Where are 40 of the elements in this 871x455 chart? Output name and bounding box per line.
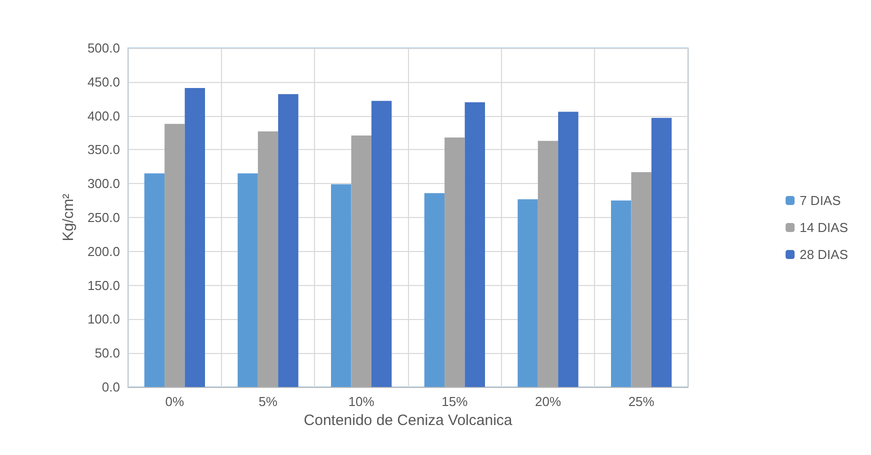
- bar: [351, 135, 372, 387]
- bar: [144, 173, 165, 387]
- x-tick-label: 0%: [165, 394, 184, 409]
- y-tick-label: 200.0: [87, 244, 120, 259]
- y-tick-label: 500.0: [87, 40, 120, 56]
- y-tick-label: 150.0: [87, 278, 120, 293]
- bar: [278, 94, 298, 387]
- bar: [444, 137, 465, 387]
- bar: [238, 173, 258, 387]
- y-tick-label: 300.0: [87, 176, 120, 192]
- y-tick-label: 250.0: [87, 210, 120, 225]
- bar: [164, 124, 185, 387]
- y-tick-label: 400.0: [87, 108, 120, 124]
- x-axis-title: Contenido de Ceniza Volcanica: [304, 412, 513, 429]
- bar: [258, 131, 278, 387]
- bar: [424, 193, 445, 387]
- bar: [371, 100, 392, 387]
- y-tick-label: 0.0: [102, 380, 120, 394]
- x-tick-label: 10%: [348, 394, 375, 409]
- legend-label: 28 DIAS: [800, 247, 848, 262]
- bar: [464, 102, 485, 387]
- y-tick-label: 450.0: [87, 74, 120, 90]
- y-tick-label: 100.0: [87, 312, 120, 327]
- x-tick-label: 25%: [628, 394, 655, 409]
- legend-label: 7 DIAS: [800, 193, 842, 208]
- legend-label: 14 DIAS: [800, 220, 848, 235]
- x-tick-label: 20%: [534, 394, 562, 409]
- bar: [184, 88, 205, 387]
- bar: [558, 112, 578, 387]
- y-axis-title: Kg/cm²: [60, 194, 77, 242]
- x-tick-label: 15%: [442, 394, 468, 409]
- bar: [518, 199, 538, 387]
- bar: [331, 184, 352, 387]
- y-tick-label: 350.0: [87, 142, 120, 158]
- bar: [611, 200, 632, 387]
- bar: [651, 118, 672, 387]
- y-tick-label: 50.0: [94, 346, 120, 361]
- x-tick-label: 5%: [258, 394, 278, 409]
- bar: [631, 172, 652, 387]
- bar: [538, 140, 558, 387]
